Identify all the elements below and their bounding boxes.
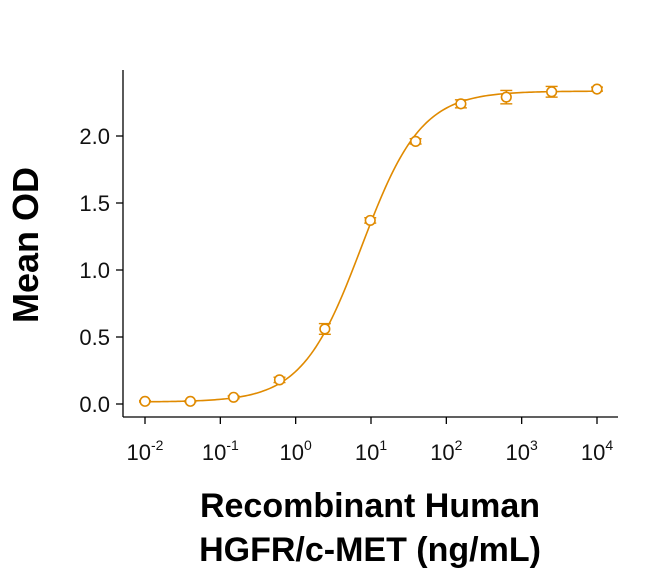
x-tick-exponent: -1 bbox=[226, 437, 239, 453]
fit-curve bbox=[144, 90, 598, 403]
x-tick-exponent: 1 bbox=[379, 437, 387, 453]
x-tick-base: 10 bbox=[430, 440, 454, 465]
x-tick-base: 10 bbox=[506, 440, 530, 465]
x-tick-exponent: 0 bbox=[304, 437, 312, 453]
x-tick-base: 10 bbox=[127, 440, 151, 465]
x-tick-base: 10 bbox=[202, 440, 226, 465]
data-point bbox=[273, 374, 286, 386]
x-tick-base: 10 bbox=[581, 440, 605, 465]
data-point bbox=[545, 85, 558, 98]
x-tick-label: 100 bbox=[280, 437, 312, 465]
x-tick-base: 10 bbox=[355, 440, 379, 465]
point-marker bbox=[591, 83, 603, 95]
point-marker bbox=[273, 374, 286, 386]
data-point bbox=[227, 391, 240, 403]
data-point bbox=[318, 322, 331, 336]
x-axis-title-line-1: Recombinant Human bbox=[200, 487, 540, 525]
x-tick-label: 102 bbox=[430, 437, 462, 465]
point-marker bbox=[319, 323, 331, 335]
data-point bbox=[500, 89, 513, 105]
data-point bbox=[364, 214, 377, 227]
x-axis-title-line-2: HGFR/c-MET (ng/mL) bbox=[199, 531, 541, 569]
x-tick-exponent: -2 bbox=[151, 437, 164, 453]
point-marker bbox=[364, 214, 376, 227]
y-tick-label: 0.0 bbox=[79, 392, 110, 417]
data-points bbox=[139, 83, 603, 407]
point-marker bbox=[410, 135, 422, 147]
fit-curve-group bbox=[144, 90, 598, 403]
point-marker bbox=[139, 395, 151, 407]
axes bbox=[122, 70, 618, 418]
x-tick-exponent: 2 bbox=[455, 437, 463, 453]
point-marker bbox=[184, 395, 196, 407]
point-marker bbox=[500, 91, 512, 103]
data-point bbox=[454, 98, 467, 110]
x-tick-label: 104 bbox=[581, 437, 613, 465]
y-tick-label: 2.0 bbox=[79, 124, 110, 149]
x-tick-label: 10-1 bbox=[202, 437, 239, 465]
point-marker bbox=[455, 98, 467, 110]
y-tick-label: 0.5 bbox=[79, 325, 110, 350]
x-tick-exponent: 4 bbox=[605, 437, 613, 453]
data-point bbox=[139, 395, 151, 407]
x-tick-exponent: 3 bbox=[530, 437, 538, 453]
ticks: 0.00.51.01.52.010-2 10-1 100 101 102 103 104 bbox=[79, 124, 613, 465]
x-tick-base: 10 bbox=[280, 440, 304, 465]
point-marker bbox=[227, 391, 240, 403]
data-point bbox=[591, 83, 603, 95]
y-tick-label: 1.5 bbox=[79, 191, 110, 216]
y-tick-label: 1.0 bbox=[79, 258, 110, 283]
data-point bbox=[409, 135, 422, 147]
x-tick-label: 101 bbox=[355, 437, 387, 465]
y-axis-title: Mean OD bbox=[5, 167, 46, 323]
x-tick-label: 103 bbox=[506, 437, 538, 465]
x-tick-label: 10-2 bbox=[127, 437, 164, 465]
data-point bbox=[184, 395, 197, 407]
point-marker bbox=[546, 86, 558, 98]
